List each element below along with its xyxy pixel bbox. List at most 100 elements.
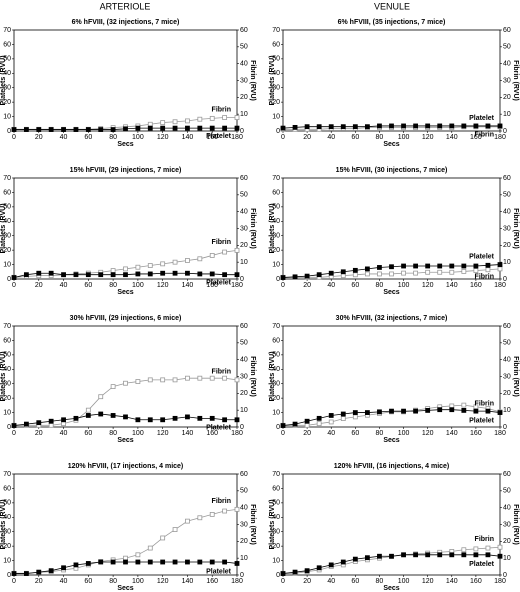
data-point [280, 423, 286, 428]
y-axis-label: Platelets (RVU) [269, 203, 276, 253]
data-point [352, 410, 358, 415]
x-tick-label: 60 [84, 430, 92, 437]
x-tick-label: 120 [157, 430, 169, 437]
data-point [36, 420, 42, 426]
y2-axis-label: Fibrin (RVU) [512, 356, 519, 397]
x-tick-label: 140 [182, 134, 194, 141]
x-tick-label: 120 [422, 282, 434, 289]
x-axis-label: Secs [383, 437, 399, 444]
data-point [222, 559, 228, 565]
y2-tick-label: 50 [240, 44, 248, 51]
data-point [123, 266, 128, 272]
data-point [48, 270, 54, 276]
y-axis-label: Platelets (RVU) [269, 55, 276, 105]
data-point [147, 377, 153, 383]
data-point [160, 261, 166, 267]
data-point [197, 256, 203, 262]
data-point [185, 559, 190, 565]
x-tick-label: 20 [303, 134, 311, 141]
data-point [280, 125, 286, 131]
x-tick-label: 160 [206, 134, 218, 141]
series-label: Platelet [206, 425, 232, 432]
y-tick-label: 70 [272, 27, 280, 34]
data-point [197, 559, 203, 565]
y-tick-label: 10 [3, 113, 11, 120]
data-point [209, 415, 215, 421]
y-tick-label: 40 [272, 514, 280, 521]
y2-tick-label: 0 [503, 424, 507, 431]
data-point [234, 506, 240, 512]
x-tick-label: 180 [494, 578, 506, 585]
data-point [473, 123, 479, 129]
data-point [61, 417, 66, 423]
data-point [48, 418, 54, 424]
data-point [389, 264, 394, 270]
y2-tick-label: 10 [503, 111, 511, 118]
x-tick-label: 140 [446, 578, 458, 585]
x-tick-label: 0 [281, 430, 285, 437]
y-tick-label: 50 [272, 352, 280, 359]
data-point [147, 417, 153, 423]
x-tick-label: 140 [446, 282, 458, 289]
data-point [389, 271, 394, 277]
y-tick-label: 60 [3, 485, 11, 492]
y-tick-label: 20 [272, 543, 280, 550]
data-point [352, 414, 358, 420]
data-point [147, 263, 153, 268]
x-tick-label: 140 [182, 578, 194, 585]
x-tick-label: 160 [470, 430, 482, 437]
column-header: ARTERIOLE [100, 1, 151, 11]
data-point [473, 263, 479, 269]
x-tick-label: 100 [398, 282, 410, 289]
data-point [497, 544, 503, 550]
data-point [316, 272, 322, 278]
data-point [449, 269, 455, 275]
data-point [473, 546, 479, 552]
y2-axis-label: Fibrin (RVU) [249, 356, 256, 397]
data-point [473, 408, 479, 414]
chart-title: 15% hFVIII, (30 injections, 7 mice) [336, 167, 448, 174]
data-point [222, 508, 228, 514]
data-point [485, 123, 491, 129]
x-tick-label: 60 [351, 134, 359, 141]
x-tick-label: 100 [398, 578, 410, 585]
data-point [209, 512, 215, 517]
data-point [197, 415, 203, 421]
x-tick-label: 80 [109, 430, 117, 437]
y-tick-label: 20 [3, 99, 11, 106]
y-tick-label: 40 [272, 366, 280, 373]
x-tick-label: 160 [206, 282, 218, 289]
y-tick-label: 20 [3, 543, 11, 550]
data-point [389, 408, 394, 414]
column-header: VENULE [374, 1, 410, 11]
y2-tick-label: 60 [240, 175, 248, 182]
data-point [340, 269, 346, 275]
y2-tick-label: 50 [240, 192, 248, 199]
data-point [304, 418, 310, 424]
data-point [234, 561, 240, 566]
x-tick-label: 100 [132, 430, 144, 437]
x-tick-label: 120 [157, 282, 169, 289]
data-point [364, 410, 370, 415]
x-tick-label: 120 [157, 578, 169, 585]
y2-tick-label: 30 [503, 373, 511, 380]
y2-tick-label: 20 [503, 538, 511, 545]
data-point [234, 272, 240, 278]
data-point [328, 270, 334, 276]
data-point [147, 559, 153, 565]
y-tick-label: 0 [7, 424, 11, 431]
data-point [147, 271, 153, 277]
data-point [340, 273, 346, 279]
data-point [160, 535, 166, 541]
data-point [364, 271, 370, 277]
y-axis-label: Platelets (RVU) [0, 203, 7, 253]
data-point [234, 377, 240, 383]
x-tick-label: 160 [206, 578, 218, 585]
y2-tick-label: 10 [503, 259, 511, 266]
y2-tick-label: 60 [503, 471, 511, 478]
chart-title: 120% hFVIII, (17 injections, 4 mice) [68, 463, 184, 470]
x-tick-label: 120 [157, 134, 169, 141]
x-tick-label: 140 [182, 282, 194, 289]
series-label: Fibrin [212, 369, 231, 376]
y2-tick-label: 30 [240, 521, 248, 528]
